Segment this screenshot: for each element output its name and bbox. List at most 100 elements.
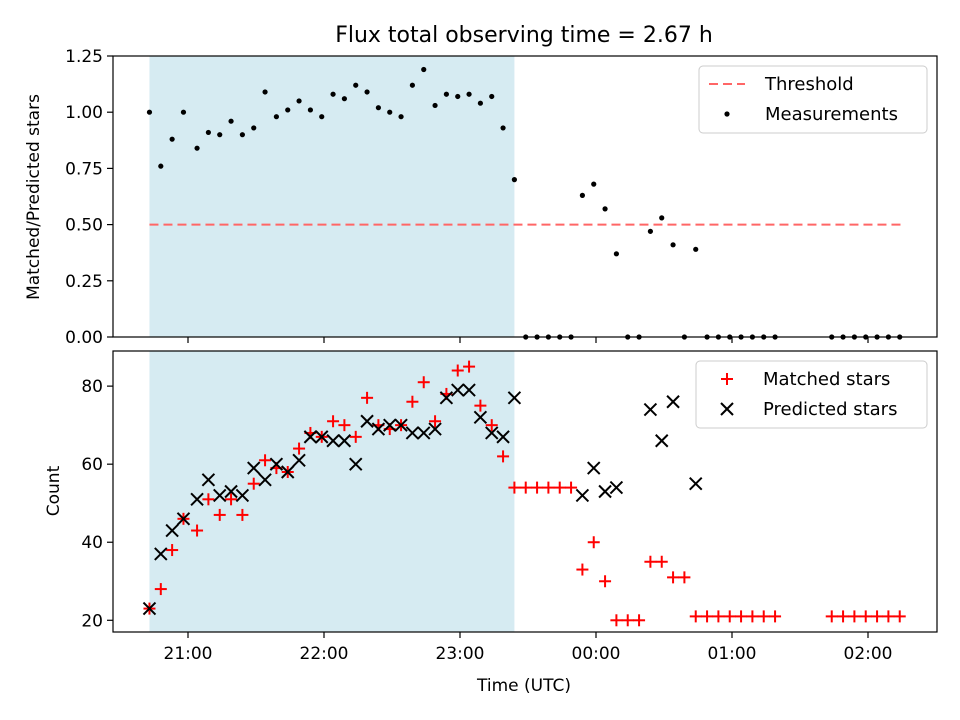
y-tick-label-bottom: 60	[81, 455, 103, 475]
y-tick-label-top: 0.25	[65, 272, 103, 292]
matched-star-point	[553, 481, 566, 494]
measurement-point	[398, 114, 404, 120]
predicted-star-point	[485, 426, 499, 440]
predicted-star-point	[201, 473, 216, 487]
predicted-star-point	[587, 461, 601, 475]
measurement-point	[477, 100, 483, 106]
matched-star-point	[769, 610, 782, 623]
matched-star-point	[202, 493, 215, 506]
predicted-star-point	[496, 430, 510, 444]
matched-star-point	[712, 610, 725, 623]
measurement-point	[228, 118, 234, 124]
matched-star-point	[871, 610, 884, 623]
y-tick-label-top: 0.00	[65, 328, 103, 348]
predicted-star-point	[428, 422, 442, 436]
predicted-star-point	[154, 547, 168, 561]
matched-star-point	[825, 610, 838, 623]
measurement-point	[364, 89, 370, 95]
y-tick-label-top: 1.00	[65, 103, 103, 123]
matched-star-point	[451, 364, 464, 377]
counts-legend: Matched stars Predicted stars	[695, 360, 928, 429]
predicted-star-point	[337, 434, 352, 448]
matched-star-point	[213, 508, 226, 521]
x-tick-label: 01:00	[708, 644, 757, 664]
y-tick-label-bottom: 80	[81, 377, 103, 397]
matched-star-point	[497, 450, 510, 463]
measurement-point	[511, 177, 517, 183]
matched-star-point	[576, 563, 589, 576]
matched-star-point	[154, 583, 167, 596]
predicted-star-point	[598, 484, 612, 499]
matched-star-point	[723, 610, 736, 623]
predicted-star-point	[269, 457, 284, 471]
measurement-point	[489, 93, 495, 100]
matched-star-point	[191, 524, 204, 537]
measurement-point	[262, 89, 268, 95]
measurement-point	[296, 98, 302, 104]
x-tick-label: 21:00	[164, 644, 213, 664]
matched-star-point	[882, 610, 895, 623]
measurement-point	[693, 246, 699, 252]
x-tick-label: 23:00	[436, 644, 485, 664]
matched-star-point	[247, 477, 260, 490]
measurement-point	[613, 251, 620, 257]
matched-star-point	[565, 481, 578, 494]
matched-star-point	[837, 610, 850, 623]
legend-matched-label: Matched stars	[763, 369, 890, 390]
matched-star-point	[463, 360, 476, 373]
measurement-point	[387, 109, 393, 115]
measurement-point	[647, 228, 654, 234]
measurement-point	[353, 82, 359, 88]
matched-star-point	[757, 610, 770, 623]
predicted-star-point	[417, 426, 431, 440]
legend-matched-swatch	[721, 373, 733, 385]
predicted-star-point	[247, 461, 261, 475]
predicted-star-point	[176, 512, 191, 526]
predicted-star-point	[507, 391, 522, 405]
measurement-point	[500, 125, 506, 131]
matched-star-point	[361, 391, 374, 404]
y-tick-label-bottom: 20	[81, 611, 103, 631]
predicted-star-point	[292, 453, 306, 467]
measurement-point	[194, 145, 200, 151]
matched-star-point	[655, 555, 668, 568]
predicted-star-point	[575, 488, 590, 503]
measurement-point	[341, 96, 347, 102]
predicted-stars-points	[142, 383, 703, 616]
predicted-star-point	[371, 422, 386, 436]
matched-star-point	[859, 610, 872, 623]
matched-star-point	[689, 610, 702, 623]
measurement-point	[217, 132, 223, 138]
y-tick-label-top: 0.50	[65, 216, 103, 236]
matched-star-point	[293, 442, 306, 455]
predicted-star-point	[473, 410, 488, 425]
matched-star-point	[259, 454, 272, 467]
measurement-point	[409, 82, 415, 88]
predicted-star-point	[281, 465, 295, 479]
predicted-star-point	[394, 418, 408, 432]
predicted-star-point	[303, 430, 318, 444]
predicted-star-point	[349, 457, 363, 471]
matched-star-point	[531, 481, 544, 494]
matched-star-point	[701, 610, 714, 623]
predicted-star-point	[326, 434, 340, 448]
observing-window-shade-top	[149, 56, 515, 337]
matched-star-point	[667, 571, 680, 584]
legend-predicted-swatch	[720, 402, 734, 416]
matched-star-point	[678, 571, 691, 584]
predicted-star-point	[315, 430, 329, 444]
matched-star-point	[848, 610, 861, 623]
matched-star-point	[166, 544, 179, 557]
measurement-point	[421, 66, 427, 73]
predicted-star-point	[190, 492, 204, 507]
measurement-point	[330, 91, 336, 97]
y-tick-label-top: 1.25	[65, 47, 103, 67]
ratio-panel: 0.00 0.25 0.50 0.75 1.00 1.25 Matched/Predict…	[24, 47, 938, 348]
matched-star-point	[429, 415, 442, 428]
measurement-point	[205, 129, 211, 136]
measurement-point	[375, 105, 381, 111]
matched-star-point	[225, 493, 238, 506]
predicted-star-point	[462, 383, 476, 397]
